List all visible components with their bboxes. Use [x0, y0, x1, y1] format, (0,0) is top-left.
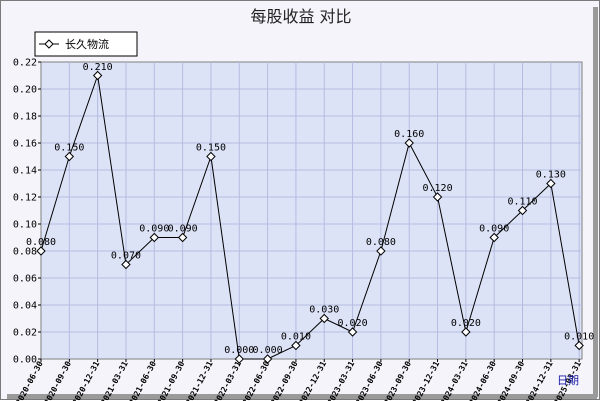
x-tick-label: 2021-06-30: [128, 360, 159, 401]
data-label: 0.020: [451, 318, 481, 329]
plot-area: [40, 61, 583, 360]
data-point-marker: [262, 354, 273, 364]
data-point-marker: [64, 151, 75, 162]
data-label: 0.030: [309, 305, 339, 316]
x-tick-label: 2020-09-30: [43, 360, 74, 401]
x-tick-label: 2023-12-31: [411, 360, 442, 401]
x-tick-label: 2020-06-30: [14, 360, 45, 401]
frame-shadow-bottom: [7, 394, 597, 399]
x-tick-label: 2022-12-31: [297, 360, 328, 401]
data-point-marker: [177, 232, 188, 243]
legend: 长久物流: [34, 31, 138, 57]
data-point-marker: [461, 327, 471, 337]
data-point-marker: [206, 151, 216, 162]
x-tick-label: 2021-03-31: [99, 360, 130, 401]
data-label: 0.110: [507, 197, 537, 208]
x-axis: 2020-06-302020-09-302020-12-312021-03-31…: [14, 359, 583, 401]
data-point-marker: [376, 246, 386, 256]
y-tick-label: 0.18: [13, 112, 37, 123]
frame-shadow-right: [593, 7, 598, 397]
data-label: 0.210: [83, 62, 113, 73]
y-tick-label: 0.22: [13, 58, 37, 69]
data-label: 0.160: [394, 129, 424, 140]
data-point-marker: [36, 246, 46, 256]
x-tick-label: 2022-03-31: [212, 360, 243, 401]
chart-title: 每股收益 对比: [250, 7, 351, 26]
data-label: 0.000: [253, 345, 283, 356]
data-label: 0.080: [366, 237, 396, 248]
data-label: 0.020: [338, 318, 368, 329]
data-point-marker: [234, 354, 244, 364]
data-point-marker: [149, 232, 160, 243]
legend-diamond-icon: [44, 39, 54, 49]
legend-label: 长久物流: [65, 37, 109, 51]
series-changjiu: 0.0800.1500.2100.0700.0900.0900.1500.000…: [26, 62, 594, 364]
x-tick-label: 2023-03-31: [326, 360, 357, 401]
data-label: 0.010: [281, 332, 311, 343]
y-tick-label: 0.08: [13, 247, 37, 258]
x-tick-label: 2021-09-30: [156, 360, 187, 401]
y-tick-label: 0.12: [13, 193, 37, 204]
data-point-marker: [432, 192, 443, 202]
data-label: 0.150: [196, 143, 226, 154]
data-point-marker: [291, 340, 301, 351]
data-point-marker: [546, 178, 556, 189]
data-point-marker: [319, 313, 329, 324]
data-label: 0.090: [139, 224, 169, 235]
y-tick-label: 0.16: [13, 139, 37, 150]
y-tick-label: 0.06: [13, 274, 37, 285]
y-tick-label: 0.02: [13, 328, 37, 339]
data-label: 0.150: [54, 143, 84, 154]
data-label: 0.090: [479, 224, 509, 235]
x-tick-label: 2022-09-30: [269, 360, 300, 401]
series-line: [40, 75, 580, 360]
data-point-marker: [347, 327, 358, 337]
x-tick-label: 2024-03-31: [439, 360, 470, 401]
x-tick-label: 2024-12-31: [524, 360, 555, 401]
y-axis: 0.00 0.02 0.04 0.06 0.08 0.10 0.12 0.14 0.16 0.18…: [13, 58, 41, 366]
data-label: 0.070: [111, 251, 141, 262]
x-tick-label: 2023-06-30: [354, 360, 385, 401]
y-tick-label: 0.04: [13, 301, 37, 312]
x-tick-label: 2022-06-30: [241, 360, 272, 401]
x-tick-label: 2020-12-31: [71, 360, 102, 401]
grid-lines: [41, 62, 582, 359]
x-tick-label: 2024-06-30: [467, 360, 498, 401]
y-tick-label: 0.14: [13, 166, 37, 177]
x-tick-label: 2024-09-30: [496, 360, 527, 401]
data-point-marker: [489, 232, 499, 243]
data-label: 0.010: [564, 332, 594, 343]
y-tick-label: 0.10: [13, 220, 37, 231]
x-axis-unit-label: 日期: [557, 374, 579, 387]
data-point-marker: [574, 340, 584, 351]
y-tick-label: 0.00: [13, 355, 37, 366]
data-label: 0.120: [422, 183, 452, 194]
data-label: 0.090: [168, 224, 198, 235]
data-point-marker: [92, 70, 103, 81]
data-point-marker: [517, 205, 528, 216]
data-point-marker: [404, 138, 414, 148]
data-label: 0.080: [26, 237, 56, 248]
data-label: 0.000: [224, 345, 254, 356]
x-tick-label: 2021-12-31: [184, 360, 215, 401]
data-label: 0.130: [536, 170, 566, 181]
y-tick-label: 0.20: [13, 85, 37, 96]
x-tick-label: 2023-09-30: [382, 360, 413, 401]
data-point-marker: [121, 259, 131, 270]
